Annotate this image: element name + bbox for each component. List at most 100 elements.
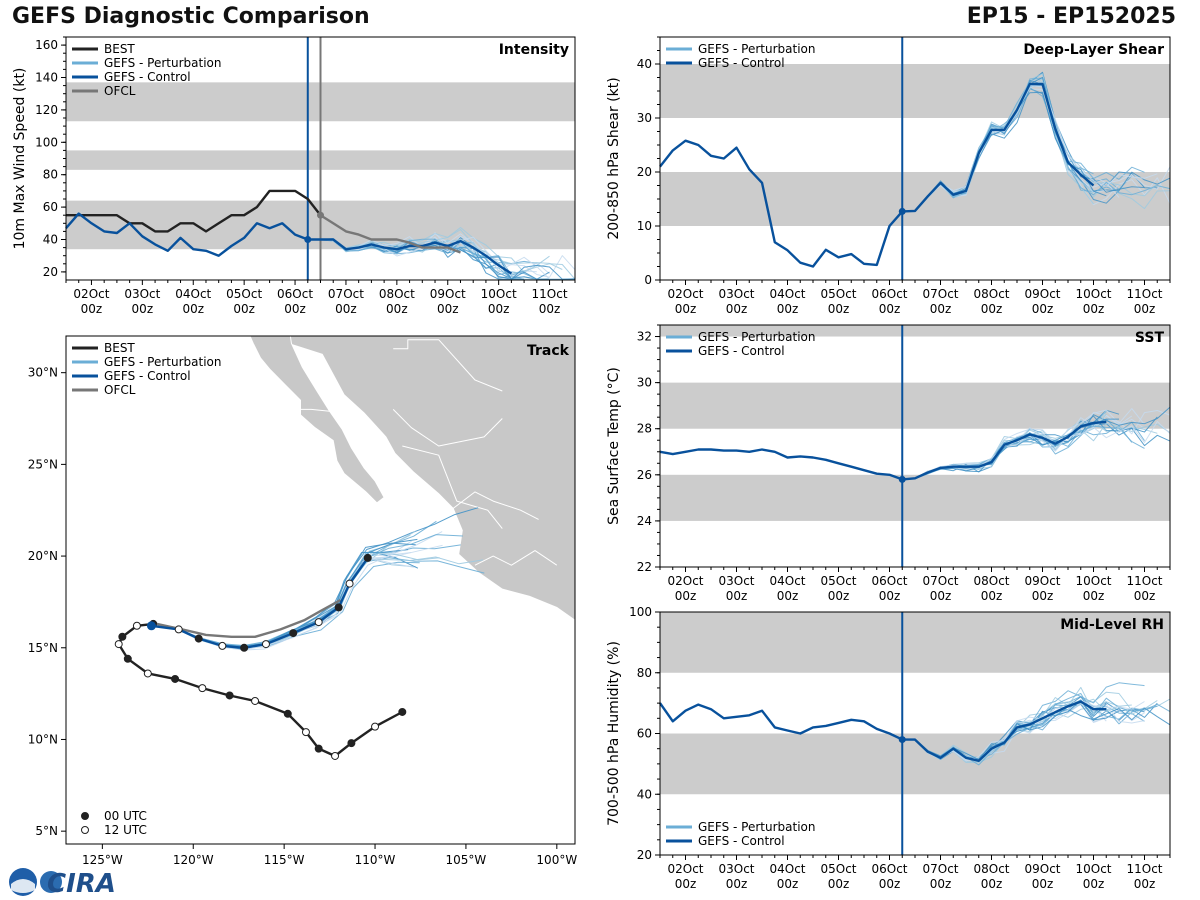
track-marker-legend-label: 00 UTC [104,809,147,823]
sst-band [660,474,1170,521]
rh-xtick-day: 04Oct [769,862,805,876]
sst-xtick-hour: 00z [1032,589,1054,603]
track-xtick-label: 100°W [536,853,577,867]
rh-xtick-day: 08Oct [973,862,1009,876]
sst-xtick-day: 05Oct [820,574,856,588]
shear-ytick-label: 10 [637,219,652,233]
track-best-point [283,709,292,718]
rh-legend-label: GEFS - Perturbation [698,820,815,834]
shear-xtick-hour: 00z [1032,302,1054,316]
rh-xtick-hour: 00z [879,877,901,891]
track-best-point [251,696,260,705]
track-control-point [194,634,203,643]
track-legend-label: OFCL [104,383,136,397]
shear-current-point [898,207,906,215]
intensity-chart: 2040608010012014016002Oct00z03Oct00z04Oc… [12,36,576,316]
shear-xtick-hour: 00z [777,302,799,316]
sst-xtick-day: 04Oct [769,574,805,588]
intensity-xtick-hour: 00z [182,302,204,316]
shear-ytick-label: 20 [637,165,652,179]
intensity-xtick-day: 05Oct [226,287,262,301]
intensity-xtick-day: 03Oct [124,287,160,301]
shear-xtick-day: 04Oct [769,287,805,301]
sst-xtick-hour: 00z [879,589,901,603]
cira-globe-icon [40,871,62,893]
intensity-legend-label: GEFS - Perturbation [104,56,221,70]
sst-legend-label: GEFS - Perturbation [698,330,815,344]
rh-xtick-day: 03Oct [718,862,754,876]
track-legend-label: GEFS - Perturbation [104,355,221,369]
track-best-point [225,691,234,700]
shear-xtick-day: 11Oct [1126,287,1162,301]
shear-ytick-label: 30 [637,111,652,125]
track-legend-label: GEFS - Control [104,369,191,383]
sst-title: SST [1135,330,1165,346]
track-ytick-label: 10°N [28,732,58,746]
rh-xtick-day: 06Oct [871,862,907,876]
intensity-series-gefs-control [65,212,513,275]
track-marker-legend-symbol [81,826,89,834]
shear-series-gefs-control [659,82,1095,268]
rh-xtick-hour: 00z [1134,877,1156,891]
sst-ytick-label: 26 [637,468,652,482]
intensity-ofcl-point [317,211,324,219]
track-marker-legend-label: 12 UTC [104,823,147,837]
intensity-xtick-day: 08Oct [379,287,415,301]
rh-xtick-day: 05Oct [820,862,856,876]
shear-band [660,64,1170,118]
shear-xtick-day: 02Oct [667,287,703,301]
intensity-ytick-label: 20 [43,265,58,279]
intensity-ytick-label: 100 [35,135,58,149]
rh-xtick-hour: 00z [828,877,850,891]
shear-xtick-day: 03Oct [718,287,754,301]
state-border [300,408,330,412]
track-best-point [398,707,407,716]
shear-xtick-hour: 00z [726,302,748,316]
track-xtick-label: 115°W [264,853,305,867]
track-map: 125°W 120°W 115°W 110°W 105°W 100°W 5°N 10°N 15°… [28,335,577,867]
intensity-ylabel: 10m Max Wind Speed (kt) [12,68,28,250]
state-border [392,409,503,447]
track-title: Track [527,343,570,359]
sst-xtick-hour: 00z [930,589,952,603]
track-control-point [174,625,183,634]
intensity-xtick-hour: 00z [437,302,459,316]
sst-xtick-day: 11Oct [1126,574,1162,588]
intensity-xtick-hour: 00z [81,302,103,316]
shear-legend-label: GEFS - Control [698,56,785,70]
shear-xtick-hour: 00z [981,302,1003,316]
page-title: GEFS Diagnostic Comparison [12,4,370,29]
intensity-legend-label: BEST [104,42,135,56]
track-marker-legend-symbol [81,812,89,820]
rh-xtick-day: 10Oct [1075,862,1111,876]
rh-ytick-label: 80 [637,666,652,680]
intensity-xtick-hour: 00z [488,302,510,316]
track-best-point [331,751,340,760]
rh-title: Mid-Level RH [1060,617,1164,633]
track-best-point [143,669,152,678]
state-border [393,339,503,392]
intensity-xtick-day: 06Oct [277,287,313,301]
mainland-landmass [287,336,575,621]
sst-ylabel: Sea Surface Temp (°C) [606,367,622,525]
intensity-xtick-hour: 00z [132,302,154,316]
shear-xtick-day: 10Oct [1075,287,1111,301]
state-border [474,550,558,566]
track-best-point [198,684,207,693]
intensity-xtick-hour: 00z [284,302,306,316]
track-control-point [345,579,354,588]
track-control-point [363,553,372,562]
shear-chart: 01020304002Oct00z03Oct00z04Oct00z05Oct00… [606,36,1171,316]
rh-band [660,733,1170,795]
track-control-point [334,603,343,612]
sst-ytick-label: 24 [637,514,652,528]
shear-xtick-hour: 00z [1083,302,1105,316]
rh-current-point [898,736,906,744]
intensity-series-ofcl [319,214,461,254]
sst-xtick-day: 07Oct [922,574,958,588]
rh-ytick-label: 60 [637,727,652,741]
storm-id: EP15 - EP152025 [966,4,1176,29]
rh-ytick-label: 20 [637,848,652,862]
intensity-ytick-label: 160 [35,38,58,52]
shear-xtick-hour: 00z [1134,302,1156,316]
